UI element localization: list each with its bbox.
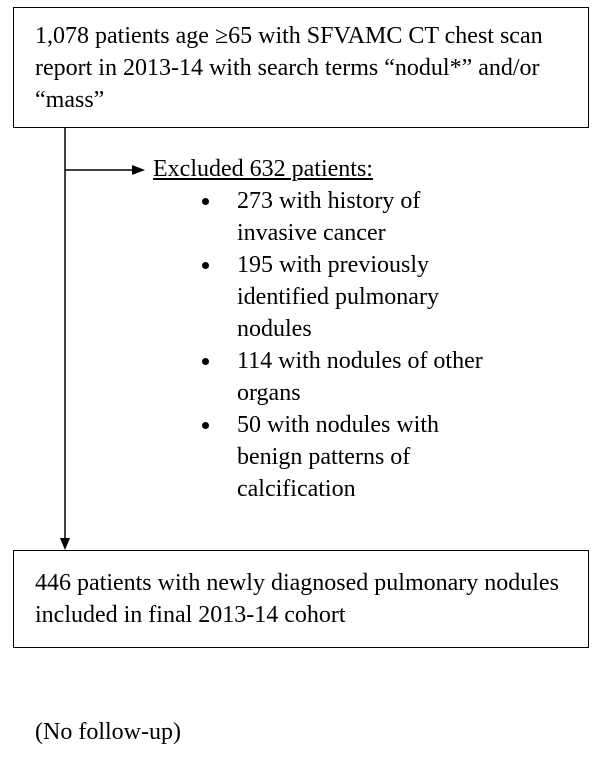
branch-arrowhead [132,165,145,175]
final-cohort-box: 446 patients with newly diagnosed pulmon… [13,550,589,648]
main-arrowhead [60,538,70,550]
note: (No follow-up) [35,719,181,745]
exclusion-block: Excluded 632 patients: 273 with history … [153,153,485,505]
exclusion-item: 50 with nodules with benign patterns of … [202,409,485,505]
exclusion-item: 195 with previously identified pulmonary… [202,249,485,345]
exclusion-list: 273 with history of invasive cancer 195 … [153,185,485,505]
exclusion-item: 273 with history of invasive cancer [202,185,485,249]
exclusion-heading: Excluded 632 patients: [153,156,373,182]
cohort-box: 1,078 patients age ≥65 with SFVAMC CT ch… [13,7,589,128]
exclusion-item: 114 with nodules of other organs [202,345,485,409]
